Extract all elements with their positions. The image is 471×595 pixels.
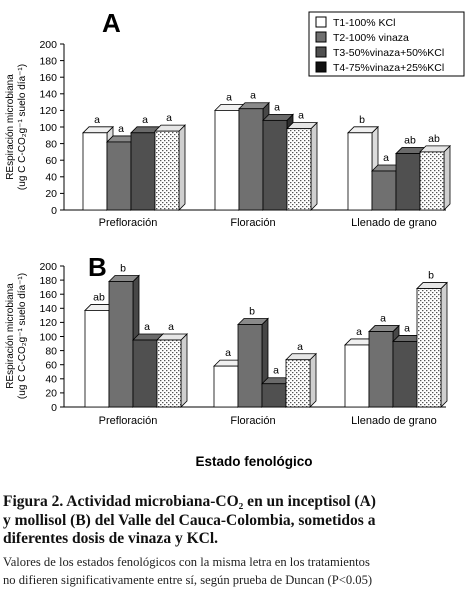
panel-a-bar-t4-cat1 [286,121,318,211]
panel-b-y-tick-label: 140 [39,303,57,315]
panel-b-bar-t4-cat2 [416,281,448,408]
panel-a-y-tick-label: 140 [39,89,57,101]
panel-a-y-tick-label: 60 [45,155,57,167]
panel-a-y-tick-label: 180 [39,55,57,67]
panel-a-ylabel-unit: (ug C C-CO₂g⁻¹ suelo día⁻¹) [17,64,28,190]
legend-swatch-t1 [315,16,327,28]
panel-b-y-tick-label: 180 [39,275,57,287]
panel-b-y-tick-label: 160 [39,289,57,301]
panel-b-y-tick-label: 40 [45,374,57,386]
legend-swatch-t3 [315,46,327,58]
panel-b-letter-t2-cat2: a [380,313,386,325]
panel-b-y-axis: 0 20 40 60 80 100 120 140 160 180 200 [39,261,65,414]
panel-b-xlabel-llenado: Llenado de grano [351,415,437,427]
panel-a-y-tick-label: 40 [45,172,57,184]
panel-b-x-labels: Prefloración Floración Llenado de grano [99,415,437,427]
panel-a-letter-t1-cat1: a [226,91,232,103]
legend-label-t3: T3-50%vinaza+50%KCl [333,47,444,59]
panel-a-letter-t2-cat1: a [250,90,256,102]
panel-a-letter-t3-cat1: a [274,101,280,113]
panel-b-xlabel-floracion: Floración [230,415,275,427]
panel-b-ylabel: REspiración microbiana [5,283,16,389]
panel-b-ylabel-unit: (ug C C-CO₂g⁻¹ suelo día⁻¹) [17,273,28,399]
legend-swatch-t2 [315,31,327,43]
figure-caption-title: Figura 2. Actividad microbiana-CO₂ en un… [3,493,469,549]
panel-a-letter-t3-cat2: ab [404,135,416,147]
panel-a-chart: A 0 20 40 60 80 100 120 140 160 180 200 REspiració… [5,8,451,229]
panel-b-letter-t4-cat0: a [168,321,174,333]
legend-box [308,11,465,77]
panel-b-letter-t2-cat1: b [249,306,255,318]
panel-b-letter-t1-cat2: a [356,326,362,338]
panel-b-y-tick-label: 80 [45,345,57,357]
panel-b-y-tick-label: 20 [45,388,57,400]
panel-a-bar-t1-cat0 [82,125,114,211]
caption-title-line-1: Figura 2. Actividad microbiana-CO₂ en un… [3,493,376,510]
panel-b-chart: B 0 20 40 60 80 100 120 140 160 180 200 REspiració… [5,252,448,427]
panel-a-letter-t4-cat0: a [166,112,172,124]
panel-a-letter-t1-cat2: b [359,114,365,126]
legend-swatch-t4 [315,61,327,73]
panel-b-bar-t4-cat1 [285,352,317,408]
panel-a-x-labels: Prefloración Floración Llenado de grano [99,217,437,229]
panel-b-letter-t3-cat1: a [273,365,279,377]
legend-label-t2: T2-100% vinaza [333,32,409,44]
panel-a-bar-t4-cat2 [419,144,451,211]
panel-b-letter-t3-cat2: a [404,322,410,334]
panel-a-y-tick-label: 120 [39,105,57,117]
panel-b-xlabel-prefloracion: Prefloración [99,415,158,427]
panel-b-letter-t3-cat0: a [144,321,150,333]
panel-a-y-tick-label: 0 [51,205,57,217]
panel-b-y-tick-label: 0 [51,402,57,414]
panel-a-label: A [102,8,121,38]
panel-a-y-tick-label: 80 [45,138,57,150]
panel-a-letter-t2-cat2: a [383,152,389,164]
x-axis-title: Estado fenológico [195,454,312,469]
caption-note-line-1: Valores de los estados fenológicos con l… [3,555,370,569]
panel-a-y-tick-label: 160 [39,72,57,84]
legend: T1-100% KCl T2-100% vinaza T3-50%vinaza+… [308,11,465,77]
panel-a-y-axis: 0 20 40 60 80 100 120 140 160 180 200 [39,39,65,217]
panel-a-letter-t4-cat1: a [298,110,304,122]
panel-b-letter-t1-cat0: ab [93,291,105,303]
caption-title-line-2: y mollisol (B) del Valle del Cauca-Colom… [3,511,376,529]
legend-label-t1: T1-100% KCl [333,17,395,29]
panel-a-xlabel-prefloracion: Prefloración [99,217,158,229]
panel-a-y-tick-label: 100 [39,122,57,134]
panel-b-letter-t4-cat2: b [428,270,434,282]
panel-b-label: B [88,252,107,282]
panel-a-xlabel-llenado: Llenado de grano [351,217,437,229]
panel-a-letter-t2-cat0: a [118,123,124,135]
panel-b-y-tick-label: 200 [39,261,57,273]
panel-b-y-tick-label: 120 [39,317,57,329]
panel-a-letter-t4-cat2: ab [428,133,440,145]
panel-a-y-tick-label: 20 [45,188,57,200]
panel-b-y-tick-label: 60 [45,360,57,372]
panel-a-ylabel: REspiración microbiana [5,74,16,180]
panel-a-letter-t1-cat0: a [94,114,100,126]
caption-title-line-3: diferentes dosis de vinaza y KCl. [3,530,218,547]
figure-caption-note: Valores de los estados fenológicos con l… [3,553,469,589]
panel-a-letter-t3-cat0: a [142,114,148,126]
caption-note-line-2: no difieren significativamente entre sí,… [3,573,373,587]
panel-b-y-tick-label: 100 [39,331,57,343]
panel-b-letter-t2-cat0: b [120,263,126,275]
panel-b-bar-t4-cat0 [156,333,188,408]
panel-a-y-tick-label: 200 [39,39,57,51]
panel-a-xlabel-floracion: Floración [230,217,275,229]
panel-b-letter-t4-cat1: a [297,341,303,353]
panel-b-letter-t1-cat1: a [225,347,231,359]
panel-a-bar-t4-cat0 [154,124,186,211]
legend-label-t4: T4-75%vinaza+25%KCl [333,62,444,74]
